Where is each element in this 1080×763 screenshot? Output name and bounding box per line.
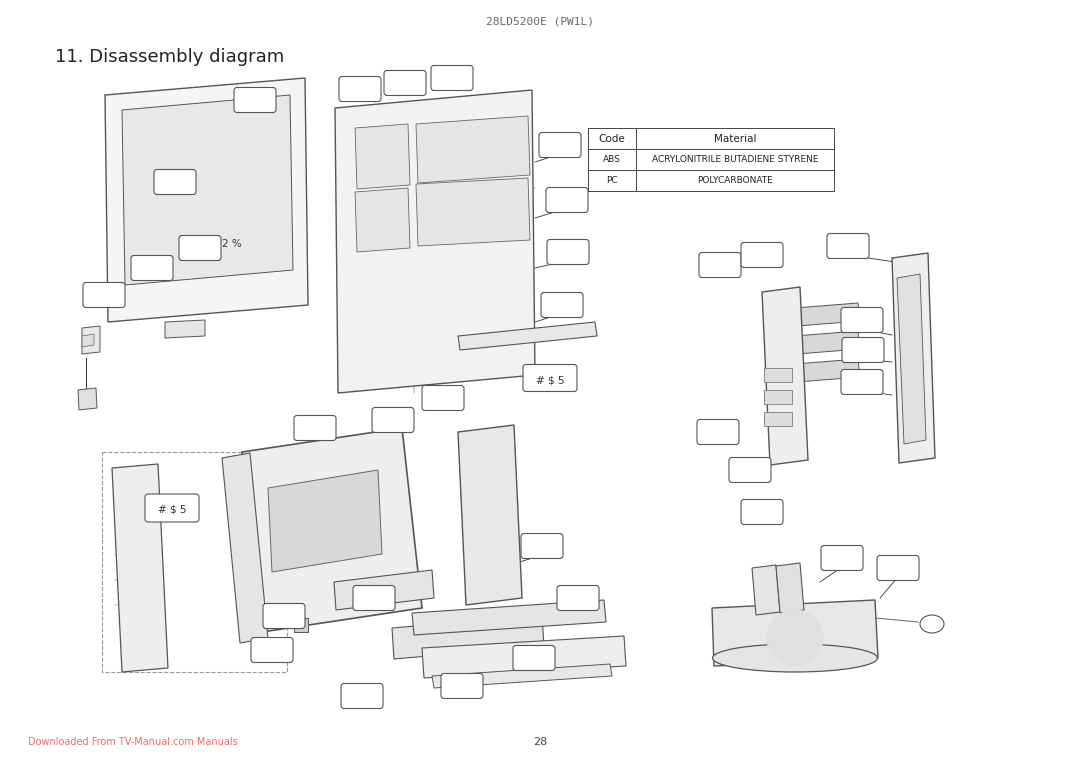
- FancyBboxPatch shape: [523, 365, 577, 391]
- Polygon shape: [458, 425, 522, 605]
- Text: POLYCARBONATE: POLYCARBONATE: [697, 176, 773, 185]
- FancyBboxPatch shape: [842, 337, 885, 362]
- Polygon shape: [268, 470, 382, 572]
- Polygon shape: [458, 322, 597, 350]
- Polygon shape: [416, 116, 530, 183]
- Bar: [764, 390, 792, 404]
- Polygon shape: [355, 124, 410, 189]
- FancyBboxPatch shape: [546, 188, 588, 213]
- FancyBboxPatch shape: [264, 604, 305, 629]
- FancyBboxPatch shape: [699, 253, 741, 278]
- Polygon shape: [392, 615, 544, 659]
- Bar: [588, 170, 636, 191]
- Text: ABS: ABS: [603, 155, 621, 164]
- FancyBboxPatch shape: [179, 236, 221, 260]
- Polygon shape: [422, 636, 626, 678]
- Polygon shape: [165, 320, 205, 338]
- Polygon shape: [712, 600, 878, 666]
- Text: 28LD5200E (PW1L): 28LD5200E (PW1L): [486, 16, 594, 26]
- FancyBboxPatch shape: [541, 292, 583, 317]
- FancyBboxPatch shape: [513, 645, 555, 671]
- FancyBboxPatch shape: [841, 307, 883, 333]
- FancyBboxPatch shape: [741, 243, 783, 268]
- Polygon shape: [897, 274, 926, 444]
- Polygon shape: [122, 95, 293, 285]
- Bar: [764, 412, 792, 426]
- Polygon shape: [335, 90, 535, 393]
- FancyBboxPatch shape: [539, 133, 581, 157]
- Polygon shape: [82, 334, 94, 347]
- Polygon shape: [762, 287, 808, 465]
- FancyBboxPatch shape: [877, 555, 919, 581]
- FancyBboxPatch shape: [131, 256, 173, 281]
- Polygon shape: [355, 188, 410, 252]
- Polygon shape: [242, 428, 422, 632]
- Polygon shape: [222, 453, 268, 643]
- FancyBboxPatch shape: [521, 533, 563, 559]
- FancyBboxPatch shape: [741, 500, 783, 524]
- Bar: [588, 128, 834, 149]
- FancyBboxPatch shape: [372, 407, 414, 433]
- FancyBboxPatch shape: [422, 385, 464, 410]
- Bar: [764, 368, 792, 382]
- FancyBboxPatch shape: [294, 416, 336, 440]
- Bar: [588, 149, 636, 170]
- Polygon shape: [795, 331, 860, 354]
- Text: 28: 28: [532, 737, 548, 747]
- Polygon shape: [411, 600, 606, 635]
- Polygon shape: [795, 359, 860, 382]
- Polygon shape: [777, 563, 804, 613]
- Text: # $ 5: # $ 5: [158, 505, 186, 515]
- FancyBboxPatch shape: [154, 169, 195, 195]
- Ellipse shape: [713, 644, 877, 672]
- FancyBboxPatch shape: [546, 240, 589, 265]
- FancyBboxPatch shape: [234, 88, 276, 112]
- FancyBboxPatch shape: [729, 458, 771, 482]
- FancyBboxPatch shape: [353, 585, 395, 610]
- FancyBboxPatch shape: [384, 70, 426, 95]
- Text: 2 %: 2 %: [222, 239, 242, 249]
- FancyBboxPatch shape: [83, 282, 125, 307]
- Polygon shape: [752, 565, 780, 615]
- Bar: [588, 149, 834, 170]
- Text: 11. Disassembly diagram: 11. Disassembly diagram: [55, 48, 284, 66]
- Polygon shape: [416, 178, 530, 246]
- Polygon shape: [892, 253, 935, 463]
- Polygon shape: [82, 326, 100, 354]
- Text: Material: Material: [714, 134, 756, 143]
- FancyBboxPatch shape: [339, 76, 381, 101]
- Text: Code: Code: [598, 134, 625, 143]
- Polygon shape: [105, 78, 308, 322]
- Polygon shape: [795, 303, 860, 326]
- FancyBboxPatch shape: [431, 66, 473, 91]
- FancyBboxPatch shape: [821, 546, 863, 571]
- Polygon shape: [432, 664, 612, 688]
- Text: PC: PC: [606, 176, 618, 185]
- Bar: [294, 618, 308, 632]
- Polygon shape: [78, 388, 97, 410]
- Bar: [102, 452, 287, 672]
- FancyBboxPatch shape: [827, 233, 869, 259]
- Polygon shape: [334, 570, 434, 610]
- Text: ACRYLONITRILE BUTADIENE STYRENE: ACRYLONITRILE BUTADIENE STYRENE: [651, 155, 819, 164]
- Text: Downloaded From TV-Manual.com Manuals: Downloaded From TV-Manual.com Manuals: [28, 737, 238, 747]
- FancyBboxPatch shape: [697, 420, 739, 445]
- FancyBboxPatch shape: [441, 674, 483, 698]
- Polygon shape: [112, 464, 168, 672]
- FancyBboxPatch shape: [145, 494, 199, 522]
- FancyBboxPatch shape: [841, 369, 883, 394]
- Circle shape: [767, 610, 823, 666]
- FancyBboxPatch shape: [341, 684, 383, 709]
- Bar: [588, 170, 834, 191]
- Text: # $ 5: # $ 5: [536, 375, 564, 385]
- Bar: [588, 128, 636, 149]
- FancyBboxPatch shape: [557, 585, 599, 610]
- FancyBboxPatch shape: [251, 638, 293, 662]
